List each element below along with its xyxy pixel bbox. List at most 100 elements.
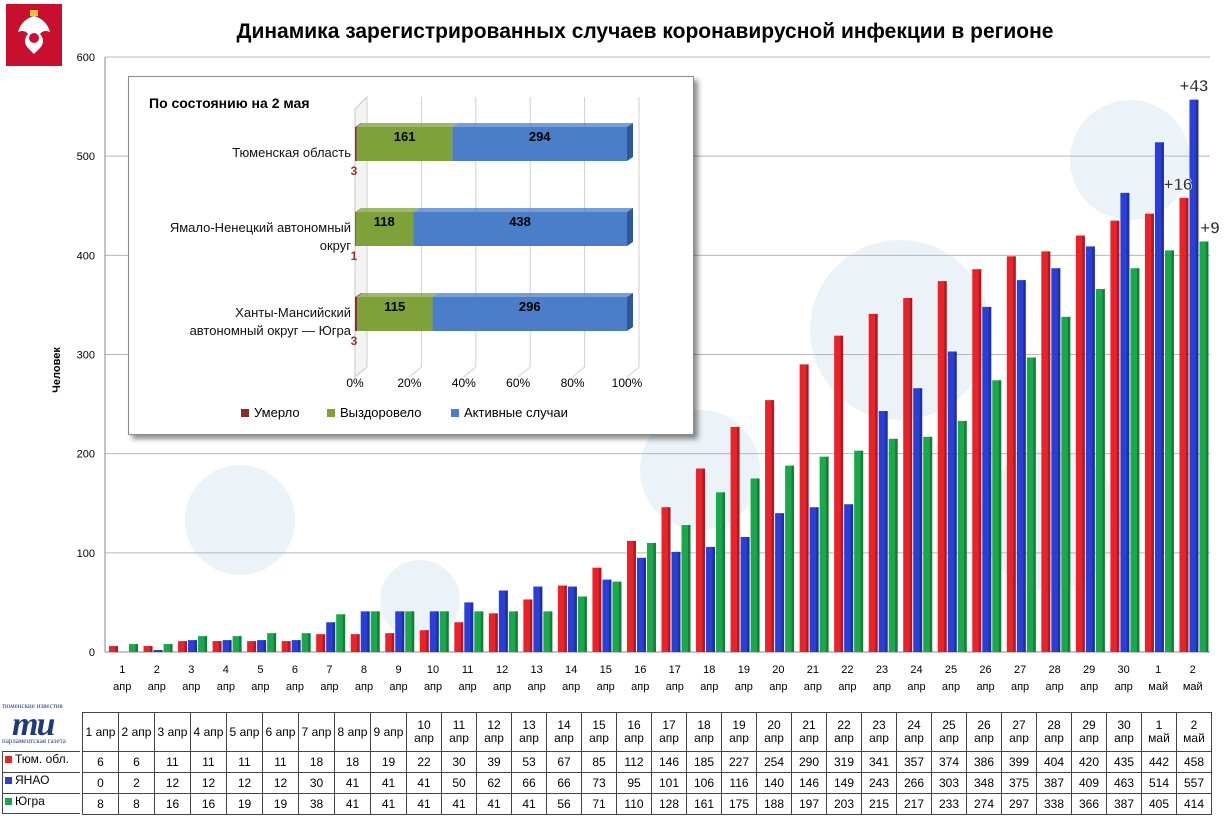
bar <box>730 426 740 652</box>
x-tick-day: 20 <box>772 664 784 676</box>
x-tick-month: апр <box>804 681 822 693</box>
bar <box>868 313 878 652</box>
table-cell: 41 <box>406 793 442 815</box>
x-tick-day: 9 <box>395 664 401 676</box>
x-tick-day: 7 <box>326 664 332 676</box>
inset-data-label: 3 <box>351 334 358 348</box>
bar <box>326 622 336 652</box>
bar-shade <box>150 646 153 652</box>
bar-shade <box>1205 241 1209 652</box>
x-tick-day: 23 <box>876 664 888 676</box>
inset-data-label: 1 <box>351 249 358 263</box>
bar-top <box>356 123 459 127</box>
inset-data-label: 438 <box>509 214 531 229</box>
bar-body <box>350 634 360 652</box>
table-cell: 18 <box>334 751 371 773</box>
bar-face <box>432 297 627 331</box>
x-tick-month: апр <box>976 681 994 693</box>
table-cell: 197 <box>791 793 827 815</box>
bar <box>385 633 395 652</box>
table-header-cell: 27 апр <box>1001 712 1037 752</box>
table-cell: 243 <box>861 772 897 794</box>
table-row: 6 6 11 11 11 11 18 18 19 22 30 39 53 67 85 112 146 185 227… <box>82 751 1212 773</box>
bar-shade <box>791 465 795 652</box>
bar-shade <box>618 581 622 652</box>
x-tick-day: 8 <box>361 664 367 676</box>
bar-shade <box>263 640 267 652</box>
table-cell: 185 <box>686 751 722 773</box>
table-cell: 203 <box>826 793 862 815</box>
x-tick-month: апр <box>907 681 925 693</box>
bar-body <box>474 611 484 652</box>
bar-body <box>267 633 277 652</box>
bar <box>222 640 232 652</box>
bar-body <box>498 590 508 652</box>
inset-category-label: Ханты-Мансийский автономный округ — Югра <box>189 305 351 338</box>
bar-shade <box>668 507 671 652</box>
bar-body <box>464 602 474 652</box>
bar-body <box>854 450 864 652</box>
x-tick-day: 2 <box>1190 664 1196 676</box>
chart-title: Динамика зарегистрированных случаев коро… <box>236 20 1054 43</box>
bar-shade <box>1013 256 1016 652</box>
emblem-icon <box>6 4 62 66</box>
bar-shade <box>1067 316 1071 652</box>
x-tick-day: 19 <box>738 664 750 676</box>
bar-body <box>1164 250 1174 652</box>
bar <box>439 611 449 652</box>
table-cell: 146 <box>651 751 687 773</box>
bar-top <box>452 123 633 127</box>
x-tick-month: май <box>1148 681 1168 693</box>
table-header-cell: 8 апр <box>334 712 371 752</box>
x-tick-month: апр <box>286 681 304 693</box>
bar-body <box>750 478 760 652</box>
bar <box>878 411 888 652</box>
y-tick-label: 200 <box>77 449 95 461</box>
bar-body <box>626 540 636 652</box>
bar-body <box>1006 256 1016 652</box>
bar-shade <box>1033 357 1036 652</box>
table-header-cell: 2 апр <box>118 712 155 752</box>
bar-body <box>1144 213 1154 652</box>
x-tick-month: апр <box>493 681 511 693</box>
table-cell: 338 <box>1036 793 1072 815</box>
table-cell: 458 <box>1176 751 1212 773</box>
y-tick-label: 500 <box>77 151 95 163</box>
bar <box>740 536 750 652</box>
x-tick-month: апр <box>562 681 580 693</box>
bar <box>1095 289 1105 652</box>
bar <box>109 646 118 652</box>
table-cell: 41 <box>511 793 547 815</box>
logo-bottom-text: парламентская газета <box>2 737 66 745</box>
bar-body <box>982 306 992 652</box>
bar <box>646 542 656 652</box>
bar <box>232 636 242 652</box>
table-cell: 175 <box>721 793 757 815</box>
bar-shade <box>988 306 992 652</box>
x-tick-day: 21 <box>807 664 819 676</box>
bar <box>844 504 854 652</box>
table-cell: 341 <box>861 751 897 773</box>
table-cell: 8 <box>82 793 119 815</box>
bar-shade <box>1102 289 1105 652</box>
table-header-cell: 1 апр <box>82 712 119 752</box>
logo-top-text: тюменские известия <box>2 702 63 710</box>
bar-shade <box>598 567 602 652</box>
table-header-row: 1 апр 2 апр 3 апр 4 апр 5 апр 6 апр 7 апр 8 апр… <box>82 712 1212 752</box>
bar-shade <box>298 640 301 652</box>
table-body: 6 6 11 11 11 11 18 18 19 22 30 39 53 67 85 112 146 185 227… <box>82 751 1212 815</box>
x-tick-month: апр <box>217 681 235 693</box>
bar <box>301 633 311 652</box>
bar-face <box>355 212 414 246</box>
table-cell: 67 <box>546 751 582 773</box>
legend-item-died: Умерло <box>241 405 300 420</box>
bar <box>577 596 587 652</box>
x-tick-month: апр <box>700 681 718 693</box>
table-cell: 348 <box>966 772 1002 794</box>
bar-body <box>1154 142 1164 653</box>
bar-top <box>355 293 363 297</box>
table-cell: 41 <box>370 772 407 794</box>
bar-body <box>178 641 188 652</box>
table-cell: 6 <box>82 751 119 773</box>
bar-shade <box>895 438 898 652</box>
